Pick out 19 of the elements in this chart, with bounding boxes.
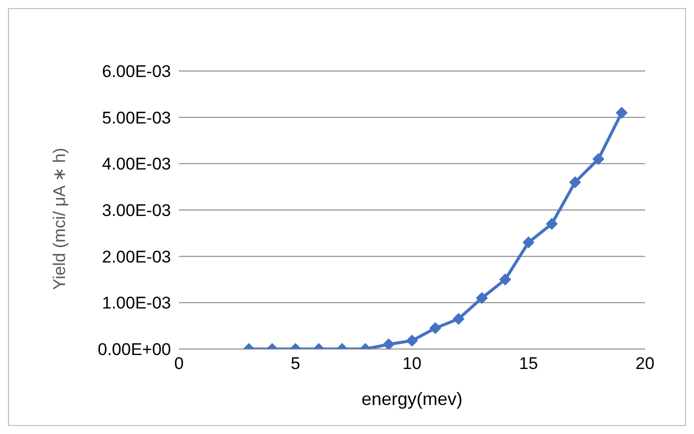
y-tick-label: 1.00E-03: [102, 294, 171, 313]
y-tick-label: 0.00E+00: [98, 340, 171, 360]
y-tick-label: 5.00E-03: [102, 108, 171, 128]
x-tick-label: 0: [174, 354, 184, 374]
x-tick-label: 15: [519, 354, 538, 374]
y-tick-label: 3.00E-03: [102, 201, 171, 220]
x-tick-label: 5: [290, 354, 300, 374]
y-tick-label: 6.00E-03: [102, 62, 171, 82]
x-tick-label: 10: [402, 354, 422, 374]
point: [546, 218, 558, 230]
point: [522, 236, 534, 248]
x-tick-label: 20: [636, 354, 654, 374]
x-axis-title: energy(mev): [361, 389, 463, 409]
y-tick-label: 4.00E-03: [102, 154, 171, 174]
point: [616, 106, 628, 119]
point: [592, 153, 604, 166]
y-axis-title: Yield (mci/ μA ∗ h): [50, 148, 70, 290]
y-tick-label: 2.00E-03: [102, 247, 171, 266]
point: [569, 176, 582, 188]
